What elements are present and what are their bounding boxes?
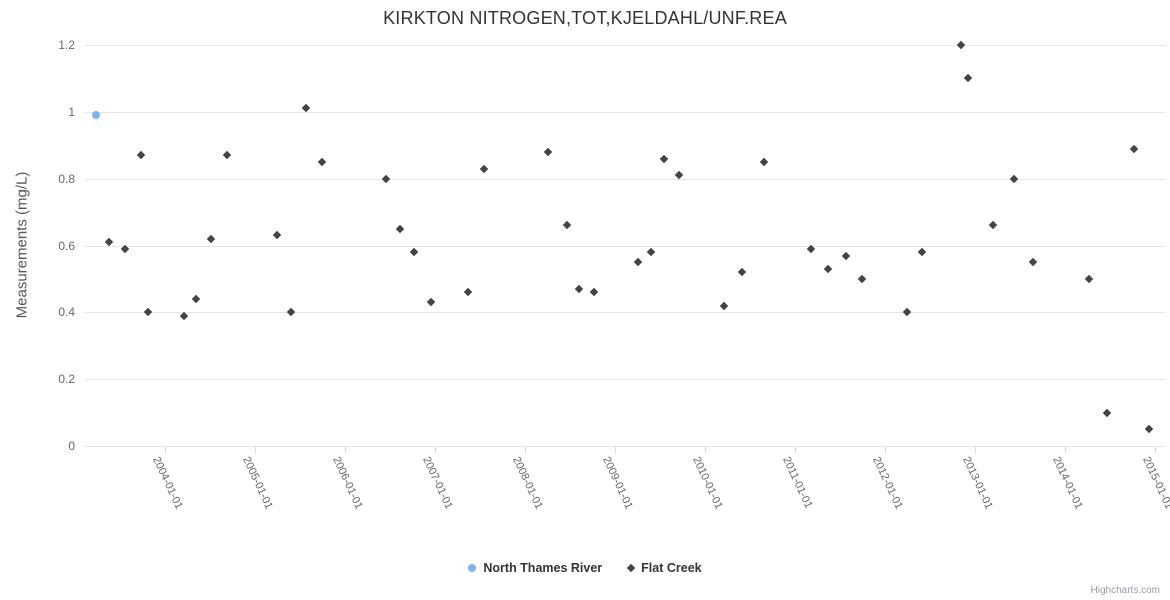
data-point-diamond[interactable]: [659, 154, 668, 163]
x-axis-tick: [614, 447, 616, 453]
gridline: [85, 45, 1165, 46]
y-axis-tick-label: 1.2: [58, 38, 75, 52]
legend-item-label: North Thames River: [483, 561, 603, 575]
highcharts-credit-link[interactable]: Highcharts.com: [1090, 585, 1160, 596]
x-axis-tick: [884, 447, 886, 453]
x-axis-tick-label: 2010-01-01: [690, 455, 725, 512]
data-point-diamond[interactable]: [956, 40, 965, 50]
x-axis-tick-label: 2013-01-01: [960, 455, 995, 512]
x-axis-tick: [344, 447, 346, 453]
x-axis-tick: [794, 447, 796, 453]
gridline: [85, 245, 1165, 247]
gridline: [85, 312, 1165, 314]
y-axis-tick-label: 0: [68, 439, 75, 453]
x-axis-tick-label: 2006-01-01: [330, 455, 365, 512]
data-point-diamond[interactable]: [410, 247, 419, 257]
data-point-diamond[interactable]: [479, 164, 488, 173]
y-axis-tick-label: 0.4: [58, 305, 75, 320]
data-point-diamond[interactable]: [381, 174, 390, 183]
diamond-marker-icon: [626, 563, 636, 573]
data-point-diamond[interactable]: [1130, 144, 1139, 153]
data-point-diamond[interactable]: [902, 308, 911, 317]
legend: North Thames River Flat Creek: [0, 561, 1170, 575]
data-point-diamond[interactable]: [917, 247, 927, 257]
x-axis-tick-label: 2007-01-01: [420, 455, 455, 512]
x-axis-tick: [164, 447, 166, 453]
data-point-diamond[interactable]: [824, 264, 833, 274]
data-point-diamond[interactable]: [842, 251, 851, 260]
legend-item-label: Flat Creek: [641, 561, 702, 575]
gridline: [85, 446, 1165, 447]
data-point-diamond[interactable]: [463, 288, 472, 297]
data-point-diamond[interactable]: [988, 221, 998, 230]
data-point-diamond[interactable]: [1028, 257, 1037, 267]
data-point-diamond[interactable]: [1009, 174, 1019, 183]
legend-item[interactable]: North Thames River: [468, 561, 602, 575]
gridline: [85, 379, 1165, 381]
x-axis-tick: [524, 447, 526, 453]
data-point-diamond[interactable]: [590, 288, 599, 297]
y-axis-tick-label: 1: [68, 104, 75, 119]
data-point-diamond[interactable]: [206, 234, 216, 244]
data-point-diamond[interactable]: [395, 224, 405, 234]
y-axis-tick-label: 0.2: [58, 372, 75, 387]
y-axis-tick-label: 0.6: [58, 238, 75, 253]
data-point-diamond[interactable]: [1102, 408, 1111, 417]
gridline: [85, 178, 1165, 180]
data-point-diamond[interactable]: [759, 157, 768, 167]
data-point-diamond[interactable]: [963, 74, 973, 83]
gridline: [85, 111, 1165, 113]
y-axis-tick-label: 0.8: [58, 171, 75, 186]
legend-item[interactable]: Flat Creek: [626, 561, 702, 575]
data-point-diamond[interactable]: [286, 308, 296, 317]
x-axis-tick: [1064, 447, 1066, 453]
data-point-diamond[interactable]: [191, 294, 200, 304]
chart-title: KIRKTON NITROGEN,TOT,KJELDAHL/UNF.REA: [383, 8, 787, 28]
x-axis-tick-label: 2012-01-01: [870, 455, 905, 512]
x-axis-tick: [1154, 447, 1156, 453]
data-point-diamond[interactable]: [857, 274, 866, 284]
plot-area: [85, 40, 1165, 447]
data-point-diamond[interactable]: [272, 231, 281, 240]
data-point-diamond[interactable]: [426, 298, 435, 307]
data-point-diamond[interactable]: [719, 301, 729, 310]
circle-marker-icon: [468, 564, 477, 572]
x-axis-tick-label: 2009-01-01: [600, 455, 635, 512]
data-point-diamond[interactable]: [737, 267, 747, 277]
data-point-diamond[interactable]: [317, 157, 326, 167]
x-axis-tick-label: 2008-01-01: [510, 455, 545, 512]
x-axis-tick-label: 2014-01-01: [1050, 455, 1085, 512]
data-point-diamond[interactable]: [543, 147, 552, 157]
data-point-diamond[interactable]: [136, 151, 146, 160]
data-point-diamond[interactable]: [143, 308, 153, 317]
data-point-circle[interactable]: [91, 111, 100, 120]
x-axis-tick: [974, 447, 976, 453]
x-axis-tick-label: 2005-01-01: [240, 455, 275, 512]
data-point-diamond[interactable]: [222, 151, 232, 160]
x-axis-tick-label: 2011-01-01: [780, 455, 815, 511]
x-axis-tick: [434, 447, 436, 453]
x-axis-tick-label: 2004-01-01: [150, 455, 185, 512]
x-axis-tick-label: 2015-01-01: [1140, 455, 1170, 512]
data-point-diamond[interactable]: [574, 284, 584, 294]
data-point-diamond[interactable]: [1084, 274, 1093, 284]
x-axis-tick: [704, 447, 706, 453]
data-point-diamond[interactable]: [633, 257, 642, 267]
data-point-diamond[interactable]: [563, 221, 572, 230]
x-axis-tick: [254, 447, 256, 453]
data-point-diamond[interactable]: [1144, 425, 1154, 434]
data-point-diamond[interactable]: [646, 247, 656, 257]
